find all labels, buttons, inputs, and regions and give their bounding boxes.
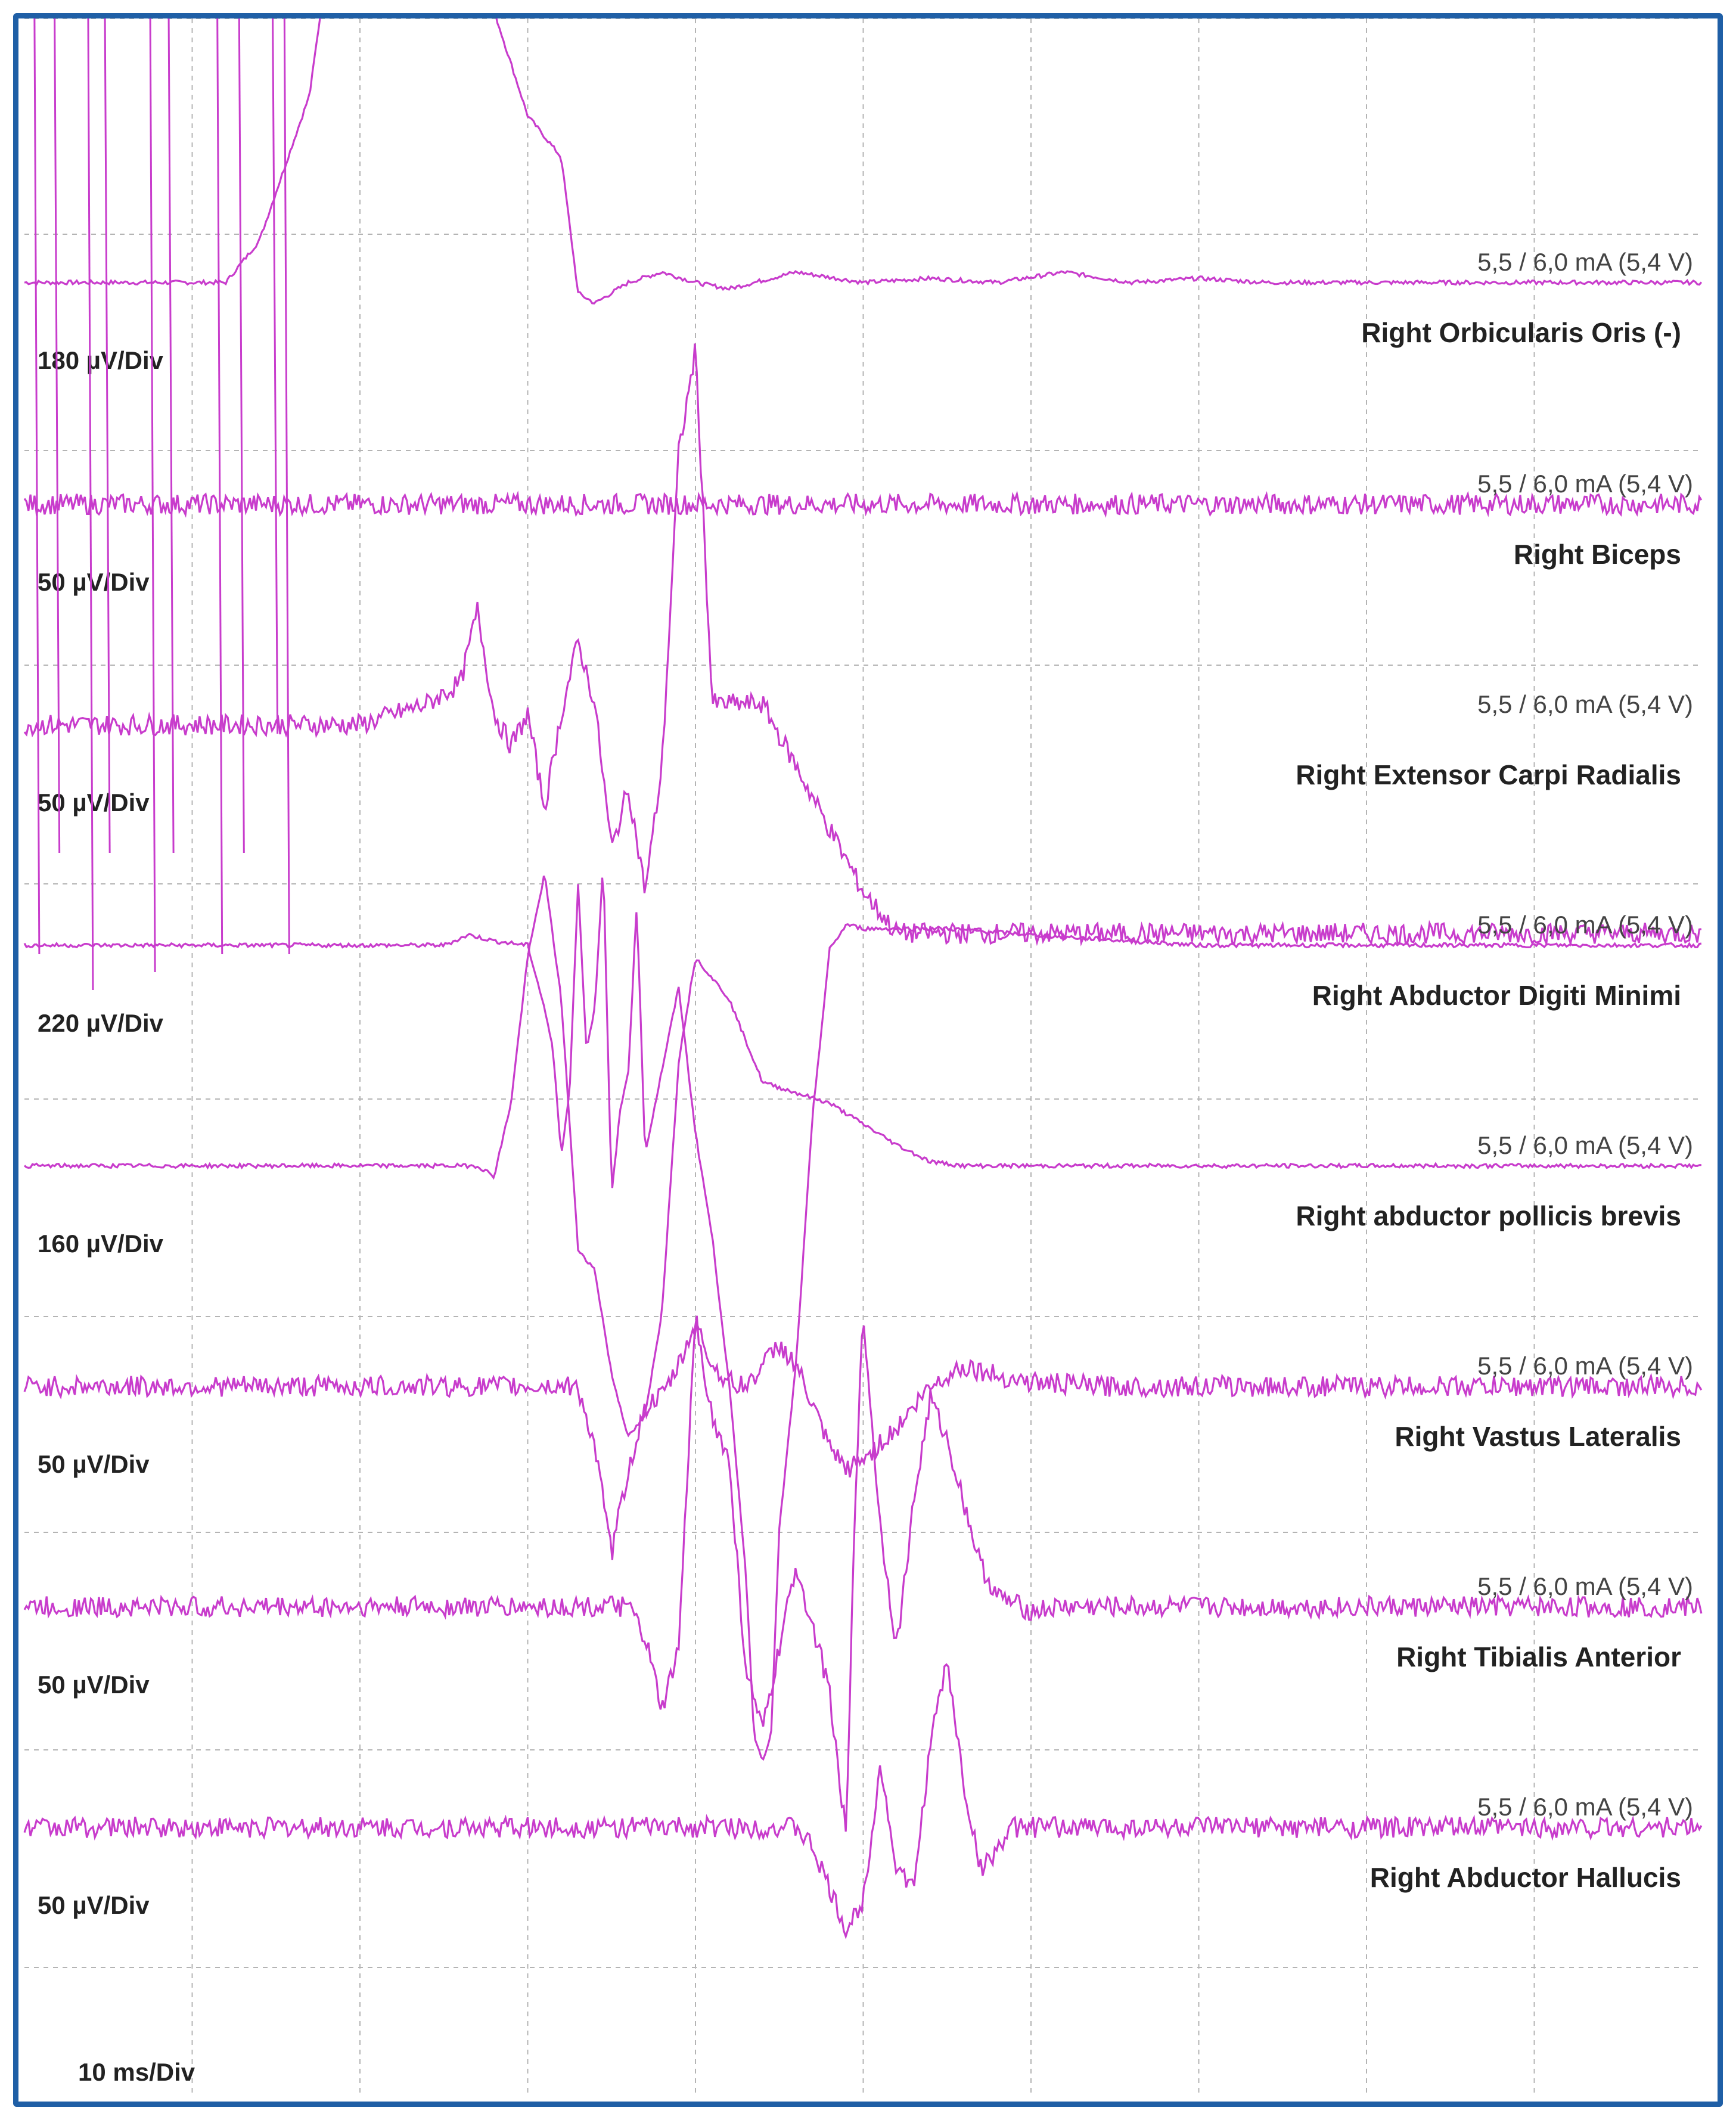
trace-line-6 (23, 1323, 1703, 1560)
scale-label-3: 50 µV/Div (38, 789, 150, 817)
stimulus-label-1: 5,5 / 6,0 mA (5,4 V) (1477, 248, 1693, 276)
trace-line-5 (23, 876, 1701, 1438)
time-scale-label: 10 ms/Div (78, 2058, 195, 2086)
trace-line-3 (23, 343, 1702, 947)
stimulus-artifact-line (238, 18, 245, 853)
scale-label-6: 50 µV/Div (38, 1450, 150, 1478)
stimulus-artifact-line (272, 18, 279, 734)
stimulus-artifact-line (167, 18, 175, 853)
muscle-label-4: Right Abductor Digiti Minimi (1312, 980, 1681, 1011)
scale-label-8: 50 µV/Div (38, 1891, 150, 1919)
stimulus-artifact-line (54, 18, 61, 853)
stimulus-label-4: 5,5 / 6,0 mA (5,4 V) (1477, 911, 1693, 939)
chart-frame: 5,5 / 6,0 mA (5,4 V) Right Orbicularis Or… (13, 13, 1723, 2107)
stimulus-label-3: 5,5 / 6,0 mA (5,4 V) (1477, 690, 1693, 718)
trace-line-4 (23, 877, 1702, 1761)
stimulus-artifact-line (104, 18, 111, 853)
stimulus-label-6: 5,5 / 6,0 mA (5,4 V) (1477, 1352, 1693, 1380)
muscle-label-8: Right Abductor Hallucis (1370, 1862, 1681, 1893)
muscle-label-7: Right Tibialis Anterior (1396, 1641, 1681, 1672)
stimulus-label-5: 5,5 / 6,0 mA (5,4 V) (1477, 1131, 1693, 1159)
scale-label-4: 220 µV/Div (38, 1009, 164, 1037)
muscle-label-3: Right Extensor Carpi Radialis (1296, 759, 1681, 790)
scale-label-1: 180 µV/Div (38, 346, 164, 374)
stimulus-artifact-line (87, 18, 94, 991)
stimulus-label-8: 5,5 / 6,0 mA (5,4 V) (1477, 1793, 1693, 1821)
muscle-label-6: Right Vastus Lateralis (1395, 1421, 1681, 1452)
muscle-label-1: Right Orbicularis Oris (-) (1361, 317, 1681, 348)
stimulus-artifact-line (283, 18, 290, 955)
stimulus-label-7: 5,5 / 6,0 mA (5,4 V) (1477, 1572, 1693, 1600)
trace-line-7 (23, 1315, 1703, 1832)
muscle-label-2: Right Biceps (1514, 539, 1681, 570)
emg-plot: 5,5 / 6,0 mA (5,4 V) Right Orbicularis Or… (23, 18, 1703, 2093)
scale-label-5: 160 µV/Div (38, 1230, 164, 1258)
trace-line-1 (24, 18, 1703, 305)
stimulus-artifact-line (149, 18, 156, 973)
stimulus-artifact-line (33, 18, 41, 955)
stimulus-label-2: 5,5 / 6,0 mA (5,4 V) (1477, 470, 1693, 498)
muscle-label-5: Right abductor pollicis brevis (1296, 1200, 1681, 1231)
trace-line-2 (23, 490, 1703, 518)
trace-line-8 (23, 1663, 1703, 1940)
scale-label-7: 50 µV/Div (38, 1671, 150, 1699)
stimulus-artifact-line (216, 18, 223, 955)
scale-label-2: 50 µV/Div (38, 568, 150, 596)
